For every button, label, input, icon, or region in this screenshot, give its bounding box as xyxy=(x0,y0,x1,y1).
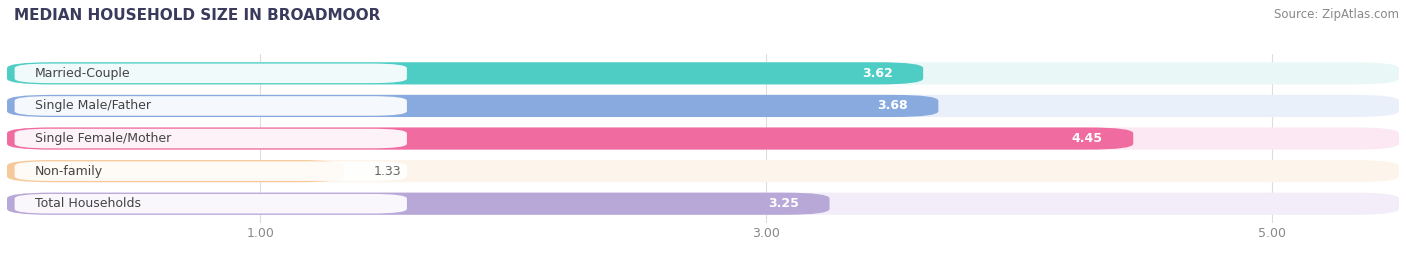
Text: 3.68: 3.68 xyxy=(877,100,908,112)
Text: Source: ZipAtlas.com: Source: ZipAtlas.com xyxy=(1274,8,1399,21)
FancyBboxPatch shape xyxy=(7,128,1133,150)
Text: Non-family: Non-family xyxy=(35,165,103,178)
FancyBboxPatch shape xyxy=(7,62,924,84)
Text: Total Households: Total Households xyxy=(35,197,141,210)
FancyBboxPatch shape xyxy=(7,128,1399,150)
Text: 3.25: 3.25 xyxy=(768,197,799,210)
FancyBboxPatch shape xyxy=(7,62,1399,84)
FancyBboxPatch shape xyxy=(14,161,406,181)
FancyBboxPatch shape xyxy=(7,160,1399,182)
FancyBboxPatch shape xyxy=(14,194,406,214)
FancyBboxPatch shape xyxy=(14,129,406,148)
Text: 3.62: 3.62 xyxy=(862,67,893,80)
FancyBboxPatch shape xyxy=(7,95,1399,117)
FancyBboxPatch shape xyxy=(7,95,938,117)
Text: Single Male/Father: Single Male/Father xyxy=(35,100,150,112)
FancyBboxPatch shape xyxy=(14,63,406,83)
FancyBboxPatch shape xyxy=(7,160,343,182)
FancyBboxPatch shape xyxy=(7,193,830,215)
Text: 1.33: 1.33 xyxy=(374,165,402,178)
Text: Married-Couple: Married-Couple xyxy=(35,67,131,80)
FancyBboxPatch shape xyxy=(7,193,1399,215)
FancyBboxPatch shape xyxy=(14,96,406,116)
Text: 4.45: 4.45 xyxy=(1071,132,1102,145)
Text: MEDIAN HOUSEHOLD SIZE IN BROADMOOR: MEDIAN HOUSEHOLD SIZE IN BROADMOOR xyxy=(14,8,381,23)
Text: Single Female/Mother: Single Female/Mother xyxy=(35,132,172,145)
